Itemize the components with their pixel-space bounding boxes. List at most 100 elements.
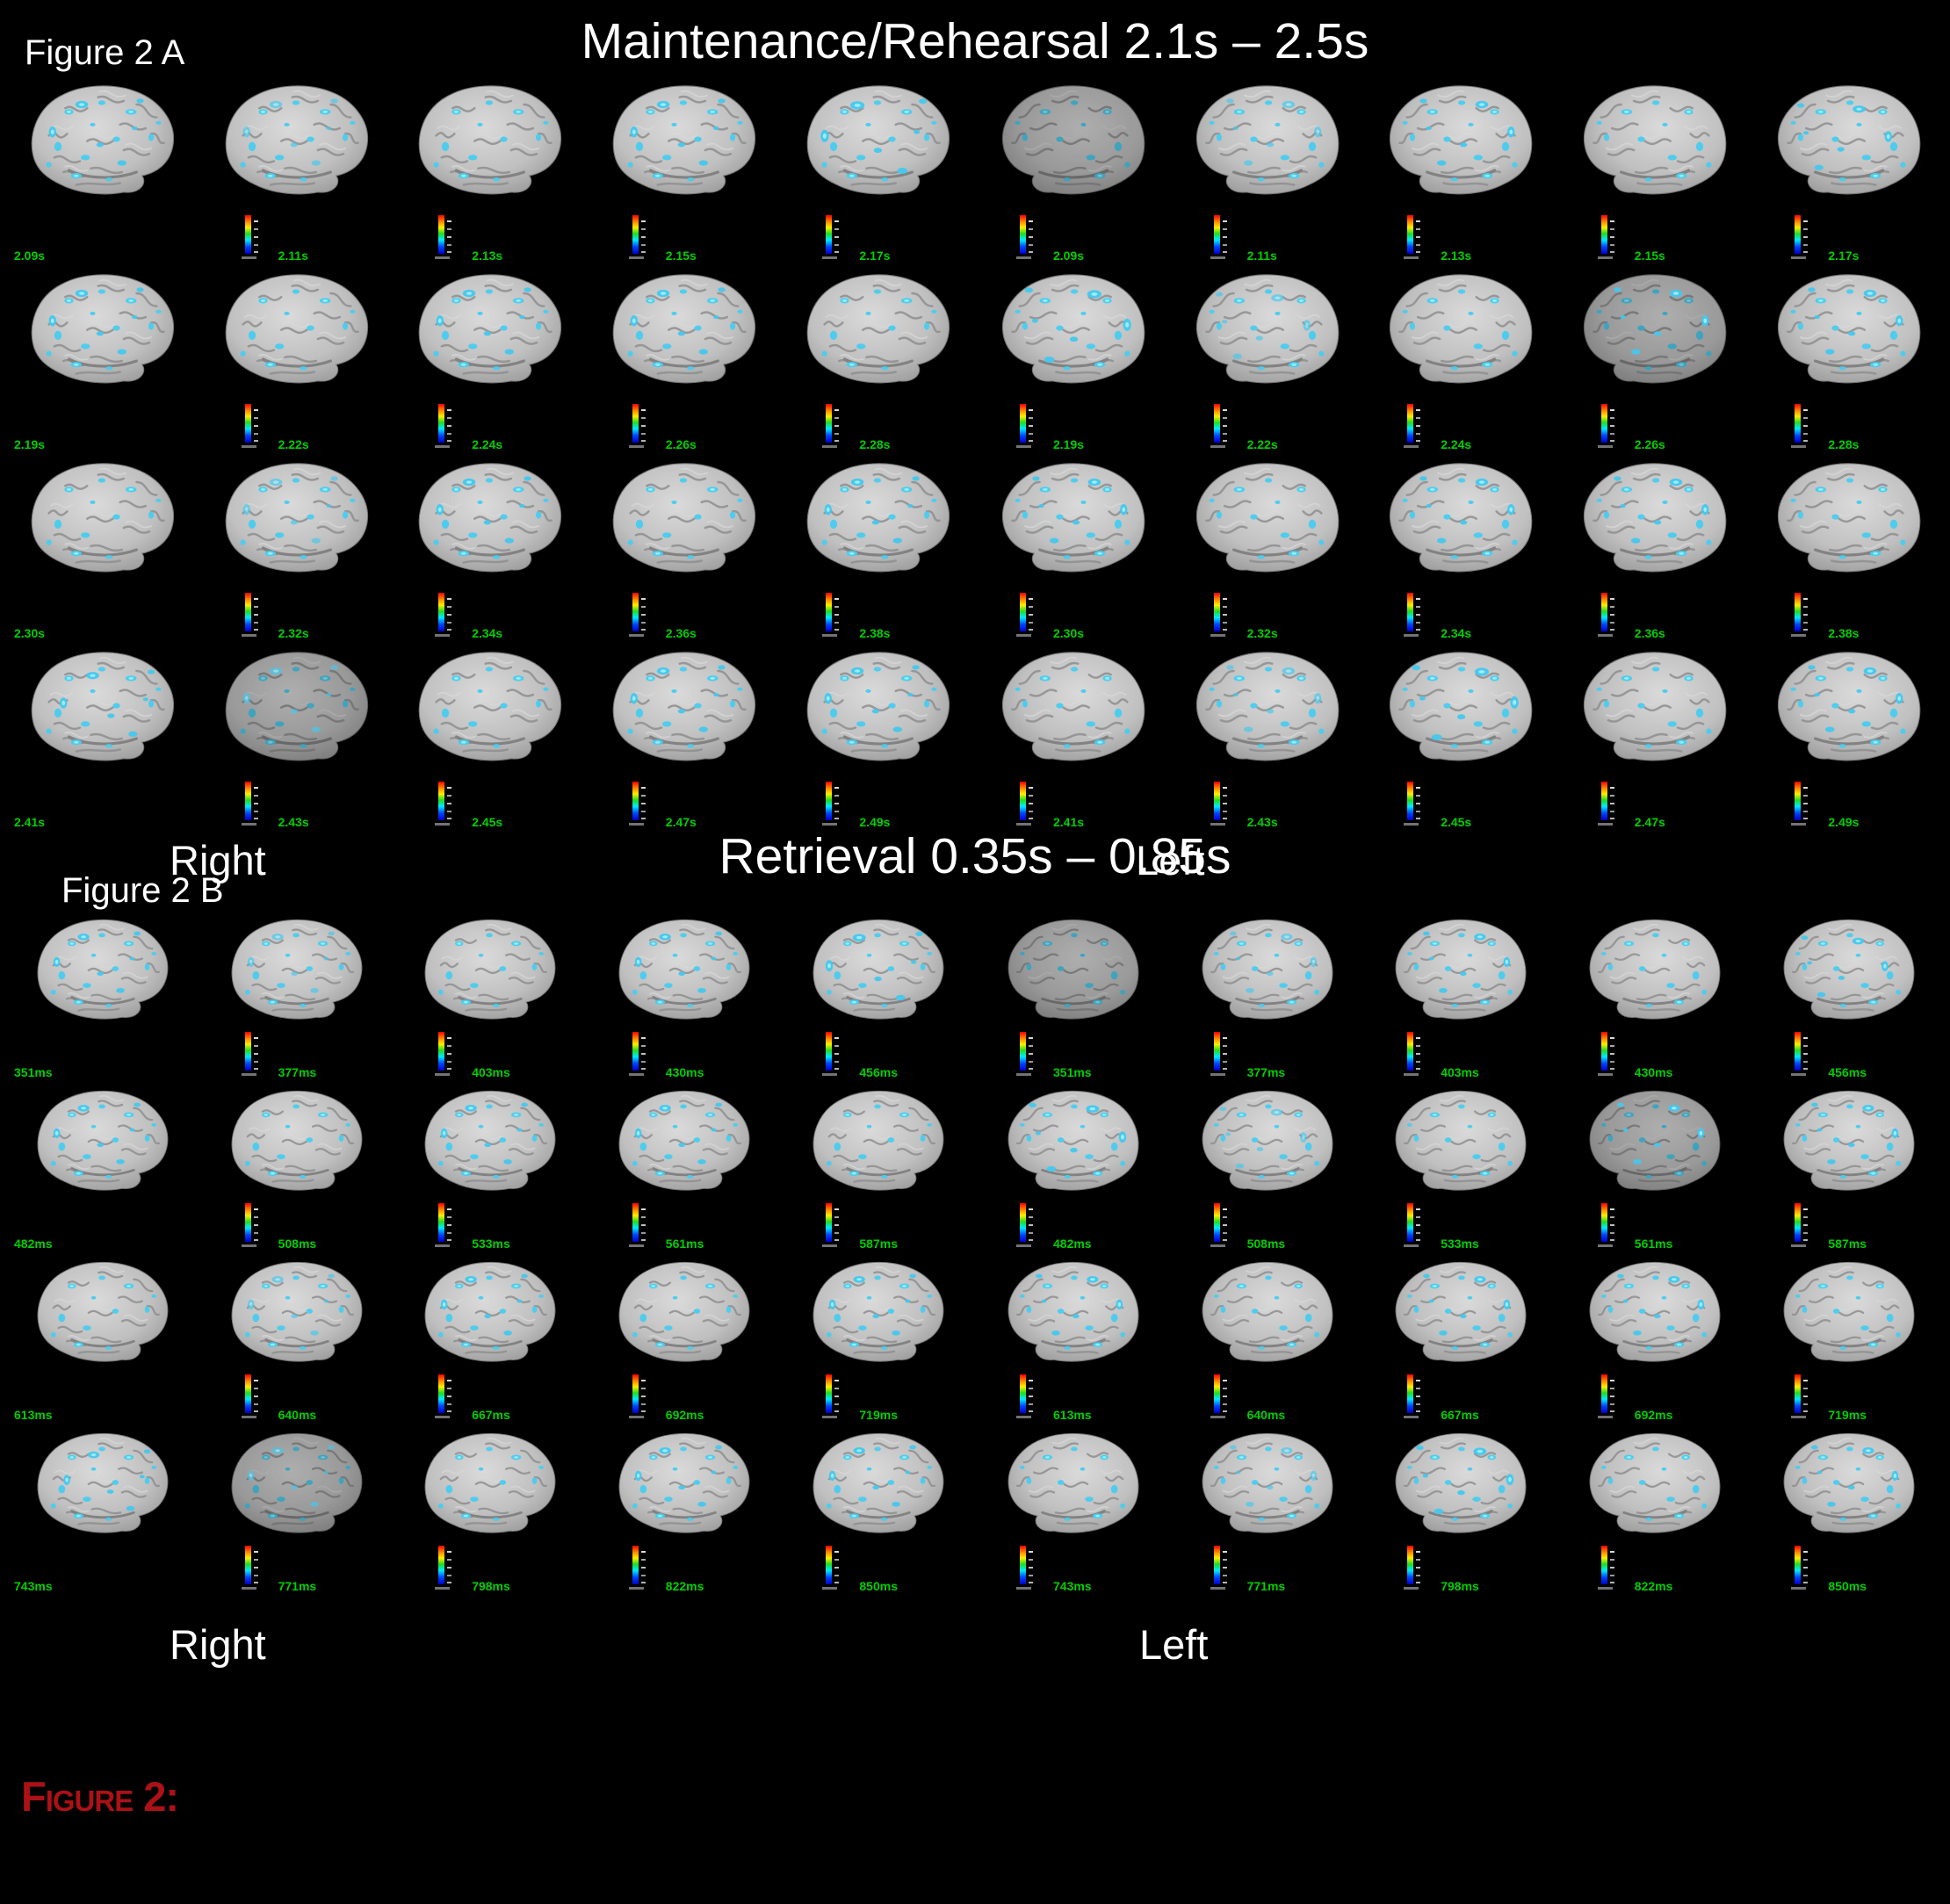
- colorbar-tick-labels: [1222, 1208, 1227, 1210]
- timestamp-label: 2.41s: [1053, 815, 1085, 829]
- brain-lateral-view: [1588, 1260, 1722, 1363]
- timestamp-label: 743ms: [14, 1579, 53, 1593]
- timestamp-label: 430ms: [1634, 1065, 1673, 1079]
- colorbar-unit-label: [1016, 256, 1031, 259]
- brain-map-cell: 2.24s: [1363, 266, 1557, 455]
- brain-map-cell: 430ms: [1557, 912, 1751, 1083]
- colorbar-unit-label: [1597, 823, 1613, 826]
- colorbar-unit-label: [435, 445, 451, 448]
- colorbar-unit-label: [1016, 823, 1031, 826]
- colorbar-unit-label: [1597, 634, 1613, 637]
- timestamp-label: 587ms: [859, 1237, 898, 1251]
- timestamp-label: 2.32s: [1246, 626, 1278, 640]
- brain-lateral-view: [418, 273, 563, 385]
- brain-lateral-view: [1776, 273, 1922, 385]
- colorbar-tick-labels: [1609, 1380, 1614, 1381]
- brain-map-cell: 822ms: [589, 1425, 783, 1597]
- colorbar: [628, 1546, 662, 1591]
- colorbar-tick-labels: [640, 409, 646, 411]
- colorbar-gradient: [438, 782, 445, 820]
- colorbar-gradient: [1020, 593, 1026, 631]
- brain-lateral-view: [1782, 1089, 1916, 1192]
- right-hemisphere-label-top: Right: [170, 837, 266, 883]
- brain-map-cell: 2.22s: [1170, 266, 1364, 455]
- colorbar-tick-labels: [1803, 220, 1809, 222]
- colorbar-unit-label: [1791, 634, 1807, 637]
- colorbar-unit-label: [1597, 256, 1613, 259]
- colorbar-gradient: [1795, 1546, 1802, 1584]
- brain-lateral-view: [1389, 651, 1534, 762]
- timestamp-label: 2.45s: [1441, 815, 1472, 829]
- colorbar-gradient: [1795, 782, 1802, 820]
- brain-map-cell: 850ms: [782, 1425, 976, 1597]
- colorbar-tick-labels: [253, 409, 258, 411]
- colorbar-gradient: [438, 1374, 445, 1413]
- timestamp-label: 2.30s: [1053, 626, 1085, 640]
- brain-lateral-view: [1001, 84, 1146, 196]
- timestamp-label: 2.49s: [1828, 815, 1860, 829]
- colorbar: [435, 1032, 468, 1078]
- timestamp-label: 2.11s: [1246, 249, 1277, 263]
- brain-lateral-view: [1395, 1432, 1528, 1534]
- colorbar-tick-labels: [1222, 1380, 1227, 1381]
- colorbar: [241, 1032, 275, 1078]
- brain-lateral-view: [1776, 651, 1922, 762]
- colorbar-gradient: [1600, 593, 1607, 631]
- colorbar-unit-label: [435, 1587, 451, 1590]
- left-hemisphere-label-top: Left: [1136, 837, 1205, 883]
- timestamp-label: 2.43s: [1246, 815, 1278, 829]
- colorbar-unit-label: [241, 445, 256, 448]
- brain-lateral-view: [1588, 1432, 1722, 1534]
- colorbar-unit-label: [1404, 823, 1419, 826]
- colorbar-gradient: [438, 1546, 445, 1584]
- colorbar-gradient: [1407, 1374, 1414, 1413]
- timestamp-label: 2.15s: [665, 249, 697, 263]
- colorbar: [435, 593, 468, 638]
- brain-map-cell: 2.45s: [394, 644, 589, 833]
- brain-map-cell: 2.28s: [782, 266, 976, 455]
- timestamp-label: 377ms: [1246, 1065, 1286, 1079]
- timestamp-label: 798ms: [1441, 1579, 1479, 1593]
- colorbar-gradient: [1020, 1374, 1026, 1413]
- colorbar: [1404, 593, 1437, 638]
- brain-lateral-view: [424, 1260, 557, 1363]
- colorbar-tick-labels: [834, 220, 840, 222]
- colorbar-unit-label: [628, 256, 644, 259]
- brain-lateral-view: [1776, 84, 1922, 196]
- panel-b-title: Retrieval 0.35s – 0.85s: [719, 828, 1231, 884]
- colorbar: [51, 1546, 81, 1591]
- colorbar-unit-label: [1016, 1587, 1031, 1590]
- colorbar-gradient: [1407, 215, 1414, 254]
- brain-lateral-view: [611, 84, 757, 196]
- colorbar-gradient: [244, 215, 251, 254]
- brain-map-cell: 2.43s: [1170, 644, 1364, 833]
- figure-caption: Figure 2:: [21, 1773, 179, 1820]
- timestamp-label: 771ms: [278, 1579, 317, 1593]
- brain-map-cell: 2.34s: [1363, 455, 1557, 644]
- colorbar: [1016, 782, 1050, 827]
- colorbar-tick-labels: [253, 598, 258, 600]
- brain-map-cell: 456ms: [782, 912, 976, 1083]
- timestamp-label: 561ms: [1634, 1237, 1673, 1251]
- colorbar-unit-label: [1791, 445, 1807, 448]
- colorbar-gradient: [438, 215, 445, 254]
- colorbar: [241, 1546, 275, 1591]
- timestamp-label: 2.36s: [665, 626, 697, 640]
- timestamp-label: 2.28s: [859, 437, 891, 451]
- colorbar: [1597, 1546, 1631, 1591]
- colorbar-tick-labels: [1222, 598, 1227, 600]
- colorbar-unit-label: [628, 1587, 644, 1590]
- brain-lateral-view: [805, 462, 950, 573]
- brain-lateral-view: [30, 651, 176, 762]
- brain-map-cell: 482ms: [976, 1083, 1170, 1254]
- brain-lateral-view: [418, 651, 563, 762]
- timestamp-label: 2.36s: [1634, 626, 1665, 640]
- colorbar-tick-labels: [1416, 1208, 1421, 1210]
- colorbar: [51, 1374, 81, 1420]
- colorbar-gradient: [244, 1203, 251, 1242]
- brain-lateral-view: [424, 1089, 557, 1192]
- colorbar: [1210, 1032, 1244, 1078]
- colorbar-tick-labels: [253, 1208, 258, 1210]
- colorbar-tick-labels: [1416, 1037, 1421, 1039]
- colorbar-tick-labels: [834, 1380, 840, 1381]
